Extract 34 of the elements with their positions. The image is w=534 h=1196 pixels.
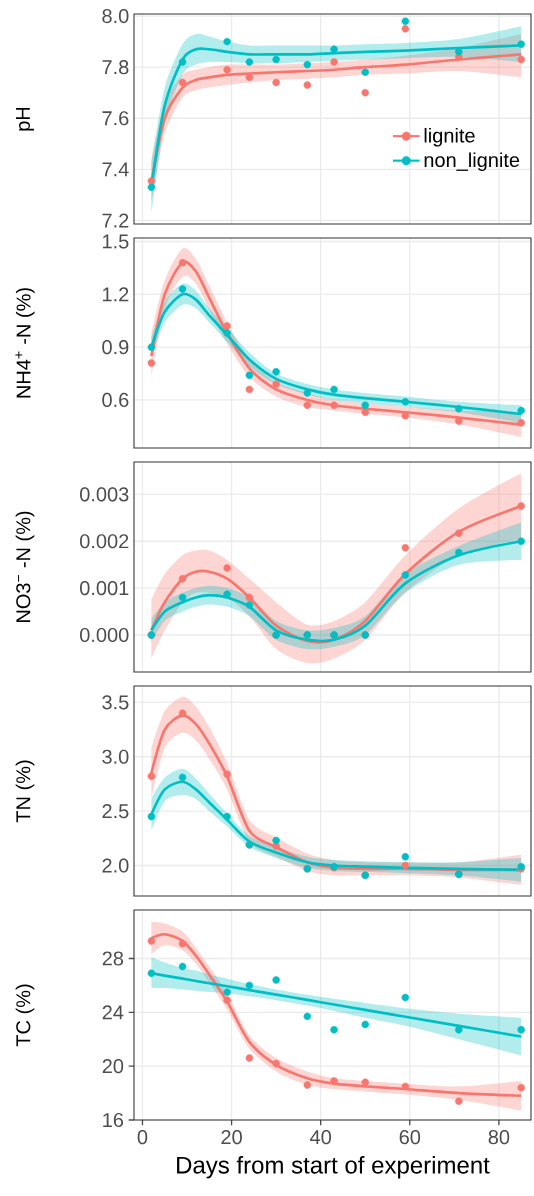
y-axis-title: NH4$^{+}$ -N (%) bbox=[15, 288, 35, 398]
x-tick-label: 60 bbox=[399, 1130, 421, 1145]
y-tick-label: 0.9 bbox=[102, 340, 129, 355]
y-tick-label: 24 bbox=[102, 1005, 124, 1020]
x-axis-title: Days from start of experiment bbox=[177, 1156, 490, 1179]
x-tick-label: 20 bbox=[221, 1130, 242, 1145]
x-tick-label: 40 bbox=[310, 1130, 332, 1145]
y-tick-label: 2.0 bbox=[102, 858, 129, 873]
x-tick-label: 80 bbox=[488, 1130, 510, 1145]
y-tick-label: 7.8 bbox=[102, 60, 129, 75]
y-tick-label: 0.001 bbox=[80, 581, 129, 596]
y-axis-title: pH bbox=[16, 107, 34, 131]
y-tick-label: 7.6 bbox=[102, 111, 129, 126]
y-tick-label: 0.002 bbox=[80, 534, 129, 549]
y-tick-label: 3.0 bbox=[102, 749, 129, 764]
y-tick-label: 0.003 bbox=[80, 487, 129, 502]
y-tick-label: 7.2 bbox=[102, 213, 129, 228]
y-tick-label: 1.5 bbox=[103, 234, 129, 249]
y-tick-label: 16 bbox=[103, 1112, 124, 1128]
y-tick-label: 0.6 bbox=[102, 392, 129, 408]
y-axis-title: TN (%) bbox=[15, 760, 35, 823]
y-tick-label: 28 bbox=[102, 951, 124, 966]
legend-label: lignite bbox=[424, 127, 475, 147]
y-tick-label: 3.5 bbox=[102, 695, 129, 710]
y-tick-label: 0.000 bbox=[80, 627, 129, 643]
y-axis-title: TC (%) bbox=[15, 984, 35, 1047]
y-tick-label: 20 bbox=[102, 1059, 124, 1074]
y-tick-label: 1.2 bbox=[103, 287, 129, 302]
y-tick-label: 7.4 bbox=[102, 162, 129, 177]
y-tick-label: 2.5 bbox=[102, 804, 129, 819]
x-tick-label: 0 bbox=[137, 1130, 148, 1145]
y-axis-title: NO3$^{−}$ -N (%) bbox=[15, 511, 35, 623]
y-tick-label: 8.0 bbox=[102, 8, 129, 24]
legend-label: non_lignite bbox=[424, 152, 520, 172]
